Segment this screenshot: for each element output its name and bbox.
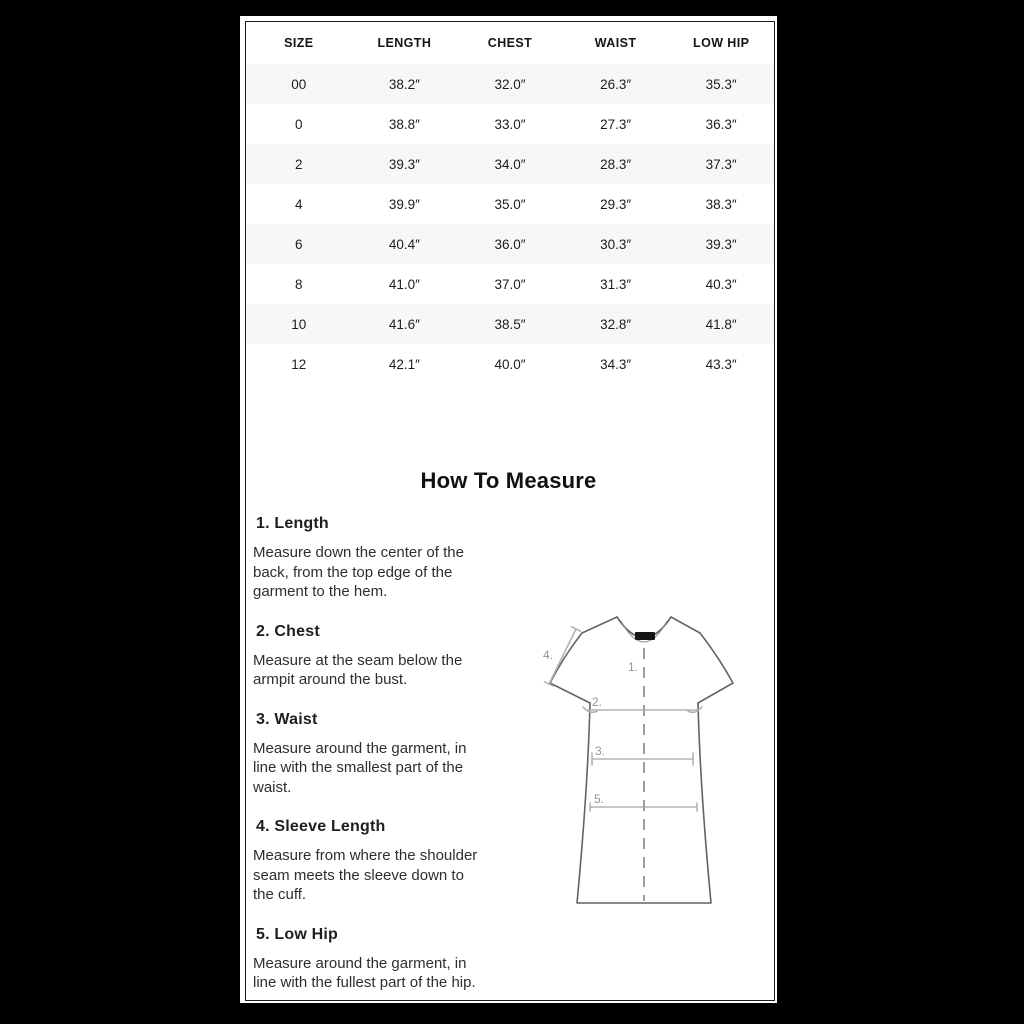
instruction-heading: 4. Sleeve Length [256, 818, 386, 835]
table-row: 12 42.1″ 40.0″ 34.3″ 43.3″ [246, 344, 774, 384]
instruction-heading: 5. Low Hip [256, 925, 338, 943]
right-sleeve [697, 632, 734, 704]
instruction-length: 1. Length Measure down the center of the… [253, 513, 515, 602]
cell-length: 41.0″ [388, 276, 420, 292]
table-row: 4 39.9″ 35.0″ 29.3″ 38.3″ [246, 184, 774, 224]
header-cell-waist: WAIST [594, 36, 637, 50]
cell-low-hip: 36.3″ [705, 116, 737, 132]
cell-length: 40.4″ [388, 236, 420, 252]
cell-low-hip: 40.3″ [705, 276, 737, 292]
how-to-measure-title: How To Measure [420, 468, 597, 493]
header-cell-size: SIZE [284, 36, 314, 50]
size-chart-table: SIZE LENGTH CHEST WAIST LOW HIP 00 38.2″… [246, 22, 774, 384]
table-row: 00 38.2″ 32.0″ 26.3″ 35.3″ [246, 64, 774, 104]
table-row: 10 41.6″ 38.5″ 32.8″ 41.8″ [246, 304, 774, 344]
instruction-body: Measure around the garment, in line with… [253, 739, 467, 796]
header-cell-low-hip: LOW HIP [693, 36, 750, 50]
cell-length: 41.6″ [388, 316, 420, 332]
cell-length: 38.8″ [388, 116, 420, 132]
cell-chest: 38.5″ [494, 316, 526, 332]
cell-chest: 35.0″ [494, 196, 526, 212]
cell-low-hip: 41.8″ [705, 316, 737, 332]
cell-waist: 30.3″ [600, 236, 632, 252]
right-shoulder-line [670, 616, 701, 634]
dress-body [576, 702, 712, 904]
cell-low-hip: 39.3″ [705, 236, 737, 252]
cell-waist: 29.3″ [600, 196, 632, 212]
cell-low-hip: 37.3″ [705, 156, 737, 172]
cell-size: 2 [295, 156, 303, 172]
table-row: 2 39.3″ 34.0″ 28.3″ 37.3″ [246, 144, 774, 184]
cell-size: 8 [295, 276, 303, 292]
cell-size: 4 [295, 196, 303, 212]
cell-waist: 32.8″ [600, 316, 632, 332]
table-row: 8 41.0″ 37.0″ 31.3″ 40.3″ [246, 264, 774, 304]
cell-low-hip: 43.3″ [705, 356, 737, 372]
cell-chest: 37.0″ [494, 276, 526, 292]
cell-low-hip: 35.3″ [705, 76, 737, 92]
instruction-chest: 2. Chest Measure at the seam below the a… [253, 621, 515, 690]
cell-chest: 34.0″ [494, 156, 526, 172]
instruction-body: Measure from where the shoulder seam mee… [253, 847, 478, 903]
left-armhole-seam [582, 706, 598, 714]
diagram-label-low-hip: 5. [594, 792, 604, 806]
diagram-label-chest: 2. [592, 695, 602, 709]
cell-waist: 26.3″ [600, 76, 632, 92]
measure-instructions: 1. Length Measure down the center of the… [253, 513, 515, 1012]
instruction-heading: 1. Length [256, 515, 329, 532]
cell-waist: 31.3″ [600, 276, 632, 292]
instruction-waist: 3. Waist Measure around the garment, in … [253, 709, 515, 798]
cell-chest: 33.0″ [494, 116, 526, 132]
header-cell-length: LENGTH [377, 36, 432, 50]
neckline-inner [620, 620, 668, 643]
cell-length: 39.3″ [388, 156, 420, 172]
instruction-heading: 2. Chest [256, 622, 320, 640]
cell-waist: 27.3″ [600, 116, 632, 132]
instruction-body: Measure around the garment, in line with… [253, 954, 476, 992]
table-row: 6 40.4″ 36.0″ 30.3″ 39.3″ [246, 224, 774, 264]
header-cell-chest: CHEST [487, 36, 533, 50]
cell-chest: 40.0″ [494, 356, 526, 372]
left-shoulder-line [581, 616, 618, 634]
instruction-body: Measure down the center of the back, fro… [253, 544, 464, 600]
cell-size: 00 [291, 76, 307, 92]
cell-waist: 34.3″ [600, 356, 632, 372]
cell-length: 38.2″ [388, 76, 420, 92]
cell-size: 10 [291, 316, 307, 332]
neck-tag [635, 632, 655, 640]
table-header-row: SIZE LENGTH CHEST WAIST LOW HIP [246, 22, 774, 64]
instruction-heading: 3. Waist [256, 710, 318, 728]
cell-size: 6 [295, 236, 303, 252]
sleeve-measure-line [543, 626, 582, 687]
right-armhole-seam [687, 706, 703, 714]
size-guide-panel: SIZE LENGTH CHEST WAIST LOW HIP 00 38.2″… [240, 16, 777, 1003]
cell-size: 0 [295, 116, 303, 132]
cell-chest: 32.0″ [494, 76, 526, 92]
cell-length: 39.9″ [388, 196, 420, 212]
cell-length: 42.1″ [388, 356, 420, 372]
cell-low-hip: 38.3″ [705, 196, 737, 212]
instruction-low-hip: 5. Low Hip Measure around the garment, i… [253, 924, 515, 993]
waist-measure-line [591, 752, 694, 766]
instruction-body: Measure at the seam below the armpit aro… [253, 651, 463, 689]
table-row: 0 38.8″ 33.0″ 27.3″ 36.3″ [246, 104, 774, 144]
instruction-sleeve-length: 4. Sleeve Length Measure from where the … [253, 816, 515, 905]
diagram-label-sleeve: 4. [543, 648, 553, 662]
diagram-label-waist: 3. [595, 744, 605, 758]
cell-waist: 28.3″ [600, 156, 632, 172]
cell-size: 12 [291, 356, 307, 372]
dress-diagram: 1. 2. 3. 4. 5. [543, 616, 734, 904]
cell-chest: 36.0″ [494, 236, 526, 252]
diagram-label-length: 1. [628, 660, 638, 674]
